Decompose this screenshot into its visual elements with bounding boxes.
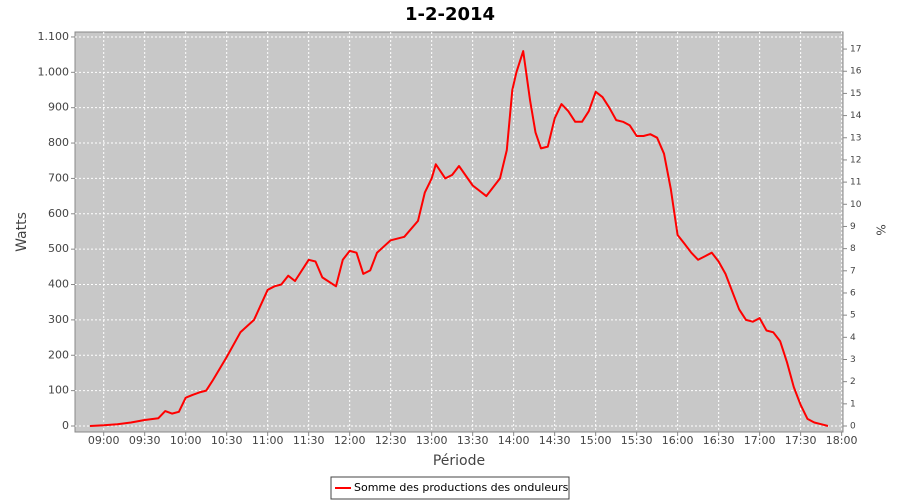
y-tick-label: 600 — [48, 207, 69, 220]
y2-tick-label: 16 — [850, 67, 862, 77]
x-tick-label: 16:30 — [703, 434, 735, 447]
y-tick-label: 1.100 — [38, 30, 70, 43]
y2-tick-label: 2 — [850, 377, 856, 387]
x-tick-label: 15:00 — [580, 434, 612, 447]
y2-tick-label: 9 — [850, 222, 856, 232]
x-tick-label: 14:00 — [498, 434, 530, 447]
y2-tick-label: 13 — [850, 133, 861, 143]
x-tick-label: 13:30 — [457, 434, 489, 447]
y2-tick-label: 7 — [850, 266, 856, 276]
y-tick-label: 300 — [48, 313, 69, 326]
x-tick-label: 11:30 — [293, 434, 325, 447]
y-tick-label: 500 — [48, 242, 69, 255]
y2-tick-label: 14 — [850, 111, 862, 121]
y-tick-label: 400 — [48, 278, 69, 291]
y2-tick-label: 11 — [850, 178, 861, 188]
x-tick-label: 17:30 — [785, 434, 817, 447]
y-tick-label: 0 — [62, 419, 69, 432]
y-tick-label: 900 — [48, 101, 69, 114]
x-tick-label: 18:00 — [826, 434, 858, 447]
y2-tick-label: 17 — [850, 45, 861, 55]
x-tick-label: 13:00 — [416, 434, 448, 447]
legend — [330, 476, 570, 500]
chart-title: 1-2-2014 — [405, 4, 495, 25]
x-tick-label: 09:30 — [129, 434, 161, 447]
y2-tick-label: 4 — [850, 333, 856, 343]
x-tick-label: 16:00 — [662, 434, 694, 447]
y-tick-label: 200 — [48, 348, 69, 361]
x-tick-label: 09:00 — [88, 434, 120, 447]
y2-tick-label: 10 — [850, 200, 862, 210]
y-axis-label: Watts — [14, 212, 30, 252]
legend-label: Somme des productions des onduleurs — [354, 481, 569, 494]
y2-tick-label: 5 — [850, 311, 856, 321]
y-tick-label: 100 — [48, 384, 69, 397]
x-axis-label: Période — [433, 453, 485, 469]
x-tick-label: 11:00 — [252, 434, 284, 447]
x-tick-label: 10:30 — [211, 434, 243, 447]
y2-tick-label: 8 — [850, 244, 856, 254]
x-tick-label: 15:30 — [621, 434, 653, 447]
y2-tick-label: 6 — [850, 288, 856, 298]
x-tick-label: 10:00 — [170, 434, 202, 447]
y-tick-label: 700 — [48, 171, 69, 184]
y2-tick-label: 0 — [850, 422, 856, 432]
plot-area — [74, 31, 844, 433]
x-tick-label: 14:30 — [539, 434, 571, 447]
x-tick-label: 12:00 — [334, 434, 366, 447]
y2-tick-label: 15 — [850, 89, 861, 99]
y2-tick-label: 1 — [850, 399, 856, 409]
y-tick-label: 1.000 — [38, 65, 70, 78]
y2-tick-label: 12 — [850, 155, 861, 165]
x-tick-label: 17:00 — [744, 434, 776, 447]
y2-axis-label: % — [874, 224, 888, 235]
data-line — [89, 50, 829, 427]
x-tick-label: 12:30 — [375, 434, 407, 447]
y-tick-label: 800 — [48, 136, 69, 149]
y2-tick-label: 3 — [850, 355, 856, 365]
